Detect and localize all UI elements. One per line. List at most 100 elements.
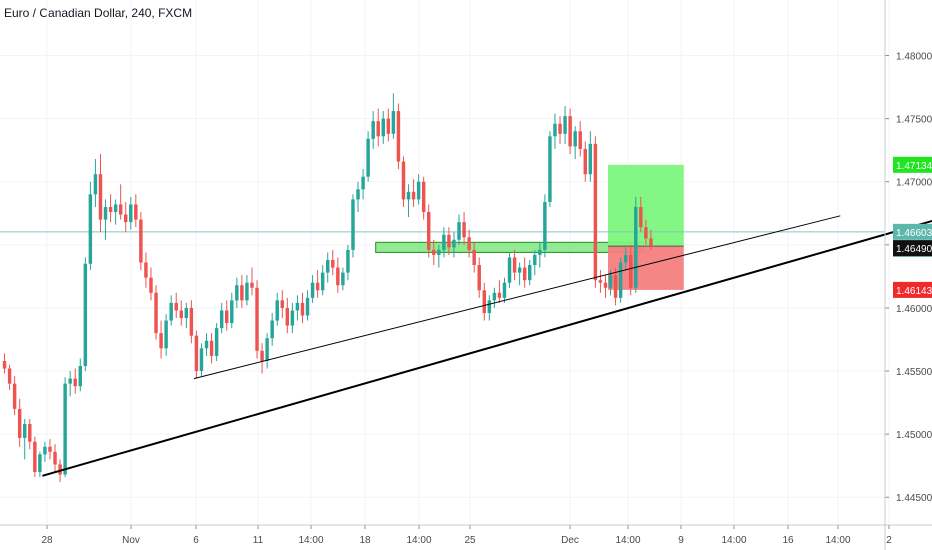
candle-body xyxy=(336,267,340,286)
candle-body xyxy=(250,282,254,288)
candle-up xyxy=(305,290,310,321)
candle-body xyxy=(108,206,113,213)
candle-down xyxy=(522,257,527,288)
candle-up xyxy=(623,247,628,271)
candle-body xyxy=(482,290,486,313)
candle-body xyxy=(346,249,350,273)
candle-down xyxy=(209,333,214,364)
candle-up xyxy=(573,126,577,160)
candle-up xyxy=(214,323,219,361)
candle-up xyxy=(113,199,118,225)
candle-down xyxy=(7,364,12,390)
price-label-last-price: 1.46490 xyxy=(893,240,932,257)
candle-body xyxy=(255,287,259,351)
candle-body xyxy=(38,454,42,472)
inner-trendline[interactable] xyxy=(193,215,841,380)
resistance-zone[interactable] xyxy=(375,241,644,253)
candle-body xyxy=(517,267,522,273)
candle-down xyxy=(639,196,643,233)
candle-up xyxy=(204,333,209,356)
candle-up xyxy=(442,227,446,258)
candle-down xyxy=(649,229,653,250)
candle-body xyxy=(533,254,537,266)
candle-body xyxy=(553,123,557,137)
candle-down xyxy=(613,267,618,306)
candle-down xyxy=(33,436,37,478)
candle-body xyxy=(457,222,461,240)
candle-body xyxy=(300,302,305,316)
candle-down xyxy=(421,176,426,220)
candle-body xyxy=(118,204,123,215)
time-axis[interactable]: 28 Nov 6 11 14:00 18 14:00 25 Dec 14:00 9 14:00 16 14… xyxy=(0,524,932,546)
candle-up xyxy=(618,257,623,303)
price-label-stop-loss: 1.46143 xyxy=(893,281,932,298)
candle-body xyxy=(159,333,163,349)
x-tick-label: 6 xyxy=(193,535,199,546)
candle-up xyxy=(416,174,421,205)
candle-body xyxy=(421,181,426,213)
candle-body xyxy=(154,292,158,334)
candle-body xyxy=(179,310,183,319)
candle-up xyxy=(275,292,279,326)
candle-up xyxy=(548,131,552,207)
candle-down xyxy=(447,227,451,255)
candle-down xyxy=(118,184,123,220)
candle-body xyxy=(331,259,335,268)
candle-down xyxy=(2,353,7,374)
candle-up xyxy=(517,262,522,286)
candle-up xyxy=(129,196,133,230)
candle-down xyxy=(497,280,502,303)
trendlines xyxy=(42,215,932,477)
candle-up xyxy=(563,106,567,144)
candle-body xyxy=(528,265,532,281)
candle-up xyxy=(169,295,173,326)
candle-down xyxy=(255,280,259,359)
candle-down xyxy=(467,229,471,258)
x-tick-label: 16 xyxy=(782,535,794,546)
candle-down xyxy=(578,121,582,157)
candle-down xyxy=(644,219,648,245)
support-trendline[interactable] xyxy=(42,218,932,477)
candle-body xyxy=(63,383,67,475)
price-label-take-profit: 1.47134 xyxy=(893,156,932,173)
candle-body xyxy=(260,350,264,361)
candle-down xyxy=(568,108,572,154)
x-tick-label: 11 xyxy=(253,535,264,546)
candle-up xyxy=(295,295,300,321)
candle-body xyxy=(235,285,239,301)
candle-body xyxy=(613,275,618,298)
candle-body xyxy=(356,189,360,200)
price-axis[interactable]: 1.445001.450001.455001.460001.465001.470… xyxy=(884,0,932,550)
candle-up xyxy=(245,275,249,306)
candle-body xyxy=(381,118,385,137)
candle-body xyxy=(315,282,320,291)
candle-up xyxy=(38,451,42,478)
candle-down xyxy=(376,108,380,147)
price-label-bg xyxy=(893,281,932,298)
candle-down xyxy=(285,297,290,334)
candle-down xyxy=(629,244,633,296)
chart-title: Euro / Canadian Dollar, 240, FXCM xyxy=(4,6,193,20)
candle-up xyxy=(608,270,613,296)
candle-body xyxy=(467,237,471,250)
candle-body xyxy=(447,234,451,248)
candle-down xyxy=(28,418,32,450)
candle-up xyxy=(310,275,315,303)
candle-body xyxy=(134,204,138,220)
candle-body xyxy=(341,272,345,286)
candle-body xyxy=(164,320,168,349)
candle-down xyxy=(315,270,320,298)
candle-body xyxy=(149,277,153,293)
overlays xyxy=(0,164,885,290)
candle-down xyxy=(401,156,406,207)
candle-body xyxy=(361,176,365,190)
candle-body xyxy=(28,424,32,442)
candle-body xyxy=(320,272,325,291)
candle-body xyxy=(88,194,93,264)
candle-body xyxy=(290,310,295,326)
candle-up xyxy=(230,292,234,329)
candle-up xyxy=(528,259,532,286)
candle-up xyxy=(164,314,168,356)
candle-body xyxy=(83,263,88,366)
